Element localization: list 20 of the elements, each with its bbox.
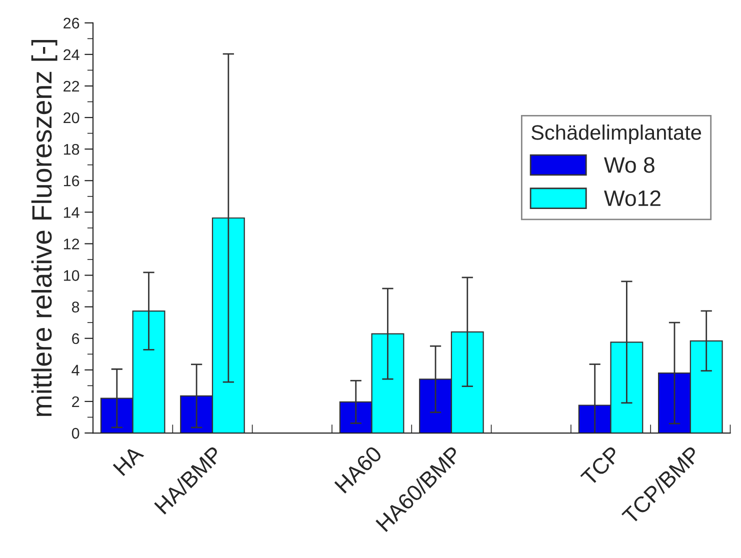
legend-label: Wo12 <box>604 190 660 206</box>
y-tick-label: 10 <box>64 270 80 281</box>
x-tick-label: TCP <box>580 445 622 487</box>
y-axis-title: mittlere relative Fluoreszenz [-] <box>31 40 58 416</box>
legend-title: Schädelimplantate <box>532 124 702 144</box>
y-tick-label: 14 <box>64 207 80 218</box>
y-tick-label: 2 <box>72 396 80 407</box>
y-tick-label: 22 <box>64 80 80 92</box>
legend-label: Wo 8 <box>604 157 654 173</box>
y-tick-label: 6 <box>72 333 80 344</box>
y-tick-label: 24 <box>64 49 80 60</box>
y-tick-label: 8 <box>72 302 80 312</box>
y-tick-label: 16 <box>64 175 80 186</box>
y-tick-label: 0 <box>72 428 80 439</box>
y-tick-label: 4 <box>72 364 80 376</box>
y-tick-label: 20 <box>64 112 80 124</box>
y-tick-label: 12 <box>64 238 80 250</box>
y-tick-label: 26 <box>64 18 80 29</box>
x-tick-label: HA <box>112 444 144 476</box>
y-tick-label: 18 <box>64 144 80 155</box>
